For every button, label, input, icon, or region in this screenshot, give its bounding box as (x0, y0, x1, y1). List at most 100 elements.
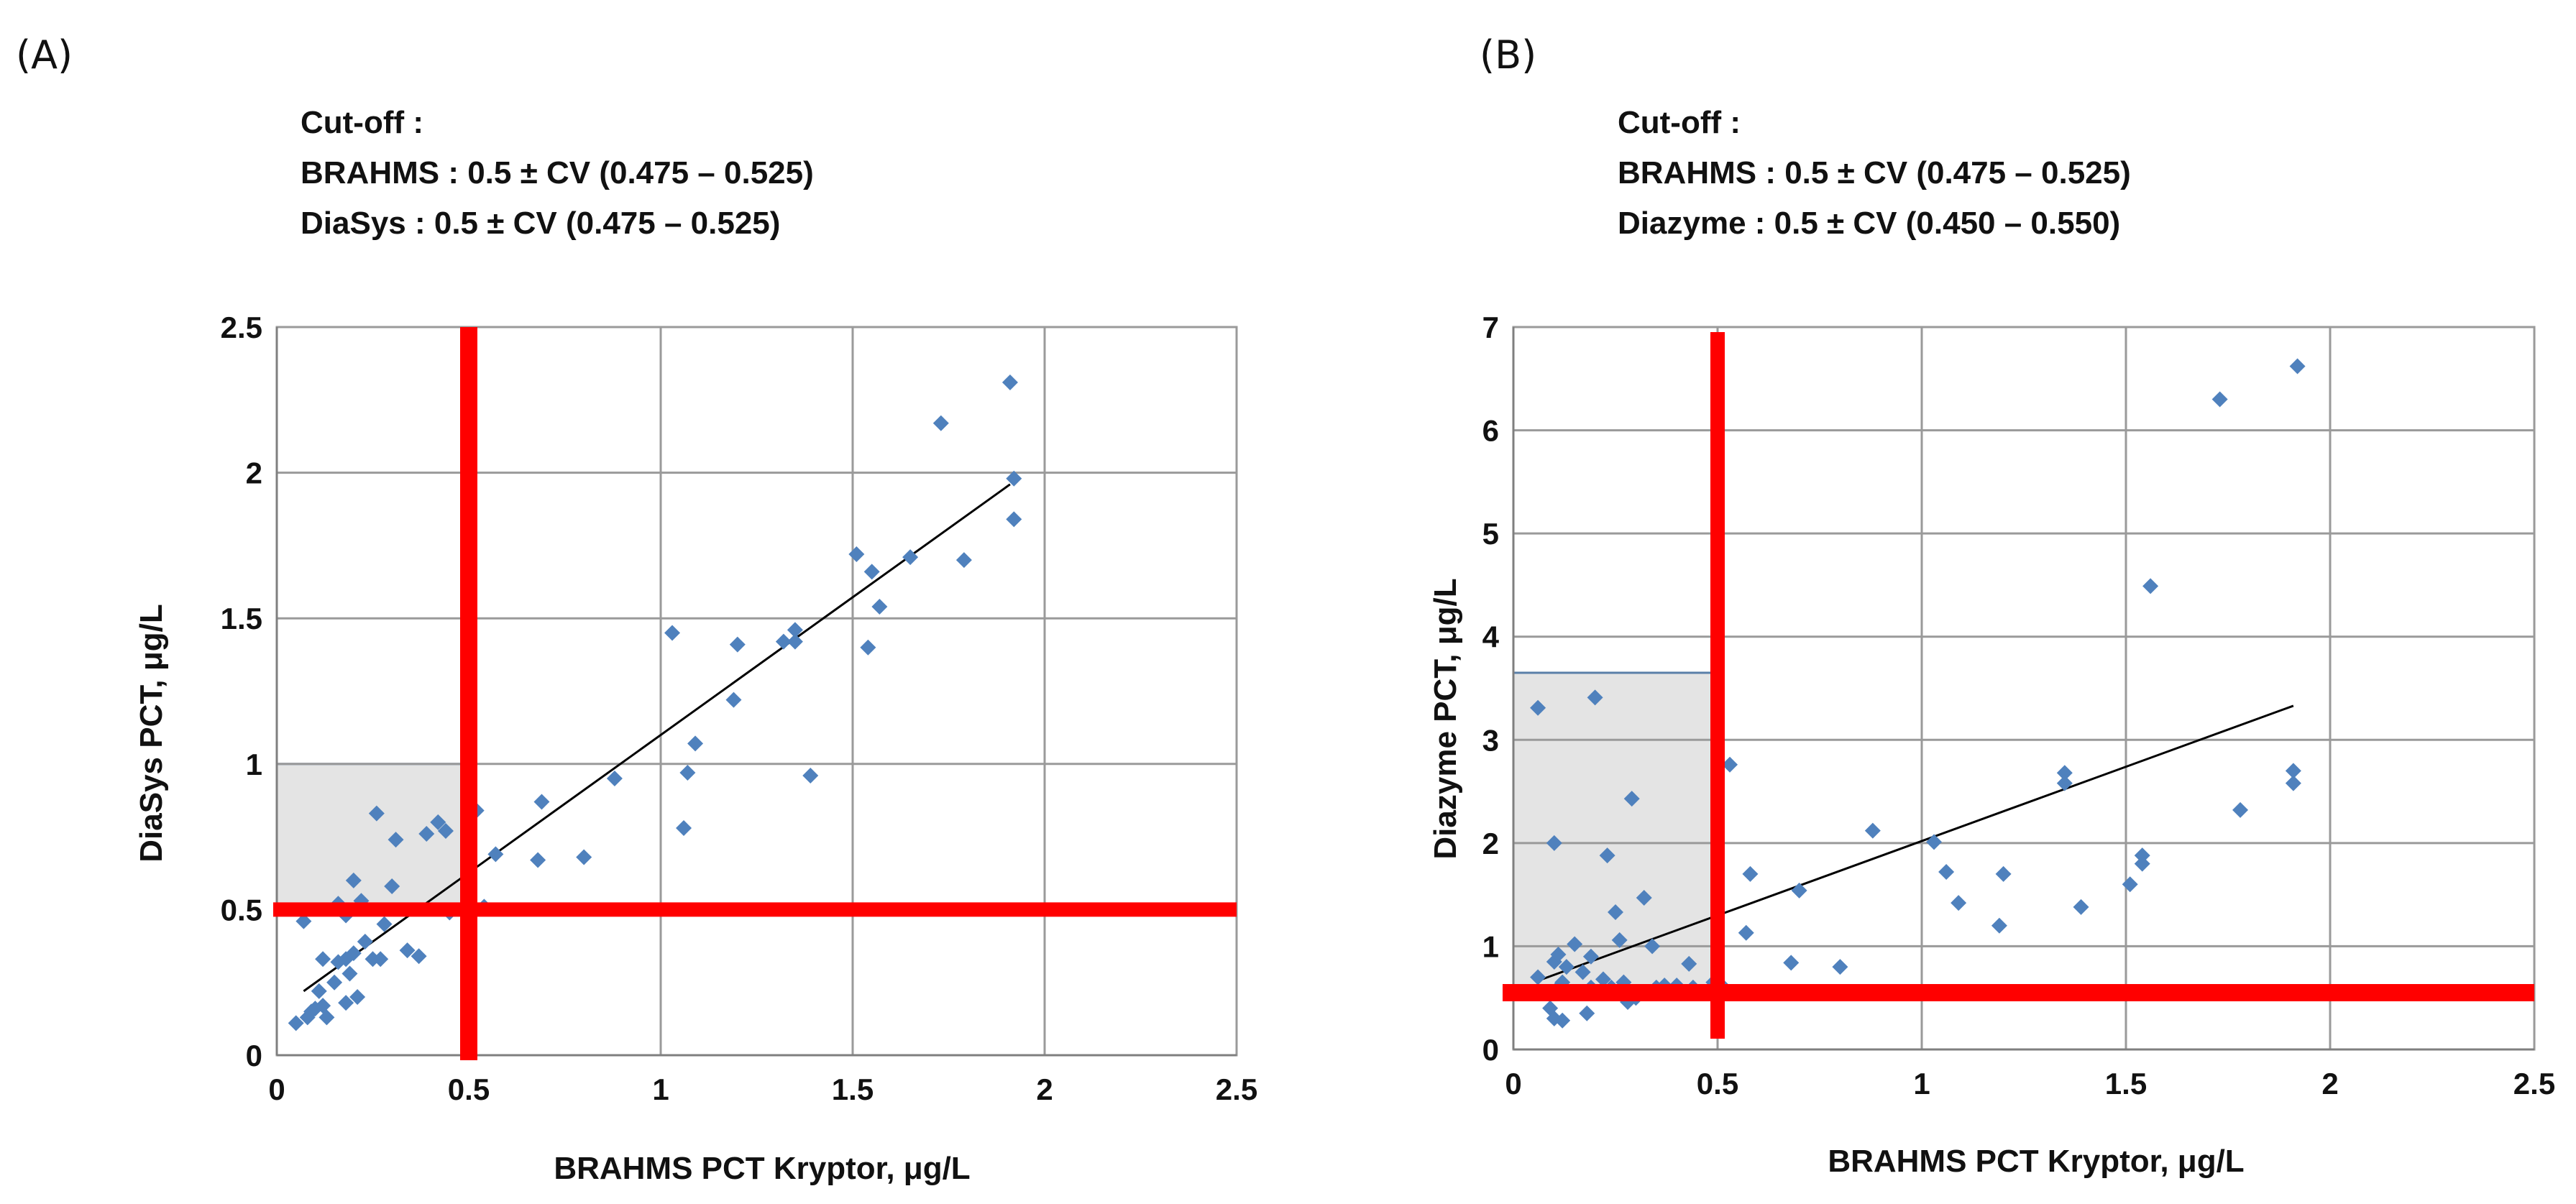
panel-b-data-point (2134, 855, 2150, 872)
panel-a-cutoff-line-2: DiaSys : 0.5 ± CV (0.475 – 0.525) (301, 206, 780, 241)
panel-b-data-point (1995, 865, 2012, 882)
panel-a-data-point (311, 983, 327, 999)
panel-b-data-point (2134, 847, 2150, 864)
panel-b-x-tick-label: 2 (2321, 1067, 2338, 1100)
panel-b-data-point (1530, 699, 1546, 716)
panel-b-y-tick-label: 7 (1482, 311, 1499, 344)
panel-b-trendline (1541, 704, 2294, 980)
panel-a-data-point (368, 805, 385, 822)
panel-b-data-point (2289, 358, 2306, 374)
panel-b-y-tick-label: 4 (1482, 620, 1500, 654)
panel-b-data-point (1738, 924, 1754, 941)
panel-a-data-point (787, 622, 803, 638)
panel-a-data-point (1006, 470, 1022, 487)
panel-a-x-tick-label: 2 (1036, 1072, 1053, 1106)
panel-b-data-point (2211, 391, 2228, 408)
panel-b-data-point (1644, 938, 1661, 955)
panel-b-cutoff-line-2: Diazyme : 0.5 ± CV (0.450 – 0.550) (1618, 206, 2120, 241)
panel-b-data-point (1742, 865, 1759, 882)
panel-a-data-point (860, 639, 876, 656)
panel-b-y-tick-label: 3 (1482, 723, 1499, 757)
panel-a-data-point (729, 636, 746, 653)
panel-a-y-tick-label: 2 (246, 456, 262, 490)
panel-b-data-point (1832, 959, 1848, 975)
panel-a-shaded-region (275, 763, 470, 911)
panel-a-x-tick-label: 0.5 (448, 1072, 490, 1106)
panel-b-data-point (1546, 835, 1562, 851)
panel-a-y-tick-label: 0 (246, 1039, 262, 1072)
panel-b-data-point (1864, 822, 1881, 839)
panel-b-data-point (2056, 765, 2073, 781)
panel-b-xlabel: BRAHMS PCT Kryptor, μg/L (1828, 1144, 2244, 1179)
panel-b-cutoff-header: Cut-off : (1618, 105, 1741, 140)
panel-a-data-point (437, 822, 454, 839)
panel-b-ylabel: Diazyme PCT, μg/L (1428, 578, 1463, 859)
panel-a-label: (A) (16, 32, 73, 78)
panel-a-data-point (787, 633, 803, 650)
panel-a-data-point (802, 768, 819, 784)
panel-a-data-point (399, 942, 416, 959)
panel-a-data-point (533, 794, 550, 810)
panel-b-x-tick-label: 0 (1505, 1067, 1521, 1100)
panel-a-data-point (430, 814, 446, 830)
panel-b-x-tick-label: 1 (1913, 1067, 1930, 1100)
panel-b-data-point (1623, 791, 1640, 807)
panel-a-ylabel: DiaSys PCT, μg/L (134, 604, 169, 862)
panel-b-data-point (1951, 895, 1967, 911)
panel-a-data-point (357, 933, 373, 950)
panel-a-cutoff-header: Cut-off : (301, 105, 423, 140)
panel-a-data-point (487, 846, 504, 863)
panel-a-data-point (315, 951, 331, 968)
panel-a-data-point (664, 625, 681, 641)
panel-a-y-tick-label: 1.5 (221, 602, 262, 635)
panel-b-data-point (2122, 876, 2138, 893)
panel-a-plot-border (275, 326, 1238, 1057)
panel-a-x-tick-label: 1 (652, 1072, 669, 1106)
panel-a-y-tick-label: 0.5 (221, 893, 262, 927)
panel-a-data-point (871, 598, 888, 615)
panel-a-data-point (606, 771, 623, 787)
panel-a-data-point (411, 948, 427, 965)
panel-a-data-point (902, 549, 919, 566)
panel-a-xlabel: BRAHMS PCT Kryptor, μg/L (554, 1151, 970, 1186)
panel-b-x-tick-label: 1.5 (2105, 1067, 2147, 1100)
panel-b-data-point (1575, 964, 1591, 980)
panel-b-data-point (1579, 1005, 1595, 1021)
panel-b-data-point (2232, 801, 2249, 818)
panel-b-x-tick-label: 2.5 (2513, 1067, 2555, 1100)
panel-a-data-point (338, 995, 354, 1011)
panel-b-data-point (2285, 775, 2301, 791)
panel-a-x-tick-label: 0 (268, 1072, 285, 1106)
panel-b-data-point (1608, 904, 1623, 921)
panel-b-data-point (1599, 847, 1615, 864)
panel-a-cutoff-line-1: BRAHMS : 0.5 ± CV (0.475 – 0.525) (301, 155, 814, 190)
panel-a-data-point (418, 826, 435, 842)
panel-a-data-point (676, 819, 692, 836)
panel-b-data-point (1611, 932, 1628, 948)
panel-b-data-point (1554, 1012, 1571, 1029)
panel-a-y-tick-label: 1 (246, 748, 262, 781)
panel-a-data-point (376, 916, 393, 932)
panel-a-data-point (349, 988, 366, 1005)
panel-a-data-point (342, 965, 358, 982)
panel-b-plot: 0 0.5 1 1.5 2 2.5 0 1 2 3 4 5 6 7 (1482, 311, 2556, 1100)
panel-b-y-tick-label: 1 (1482, 929, 1499, 963)
panel-a-data-point (932, 415, 949, 431)
panel-b-data-point (1991, 917, 2007, 934)
panel-b-data-point (1582, 948, 1599, 965)
panel-a-data-point (295, 913, 312, 929)
panel-b-x-tick-label: 0.5 (1697, 1067, 1738, 1100)
panel-a-data-point (1006, 511, 1022, 528)
panel-a-data-point (288, 1015, 304, 1031)
panel-a-plot: 0 0.5 1 1.5 2 2.5 0 0.5 1 1.5 2 2.5 (221, 311, 1258, 1106)
panel-b-data-point (1587, 689, 1603, 706)
panel-a-data-point (318, 1009, 335, 1026)
panel-b-data-point (2073, 899, 2089, 915)
panel-a-data-point (372, 951, 389, 968)
panel-b-data-point (1681, 955, 1697, 972)
panel-b-data-point (1636, 889, 1652, 906)
panel-b-y-tick-label: 2 (1482, 827, 1499, 860)
panel-b-data-point (1595, 971, 1611, 988)
panel-a-data-point (576, 849, 592, 865)
